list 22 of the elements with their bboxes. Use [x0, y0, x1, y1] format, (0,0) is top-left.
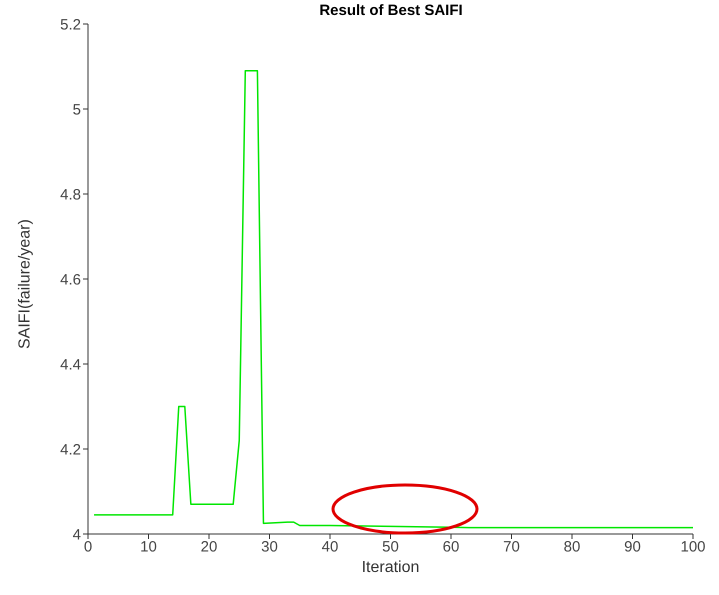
- y-tick-label: 4.2: [60, 441, 81, 458]
- y-tick-label: 4.4: [60, 356, 81, 374]
- chart-title: Result of Best SAIFI: [319, 2, 463, 19]
- x-tick-label: 40: [322, 538, 338, 556]
- y-tick-label: 4.8: [60, 186, 81, 204]
- x-tick-label: 50: [382, 538, 399, 556]
- x-tick-label: 10: [140, 538, 157, 556]
- y-axis-title: SAIFI(failure/year): [16, 219, 34, 349]
- x-tick-label: 60: [442, 538, 460, 556]
- x-tick-label: 30: [261, 538, 278, 556]
- y-tick-label: 4: [72, 526, 81, 544]
- y-tick-label: 4.6: [60, 271, 81, 288]
- x-tick-label: 20: [200, 538, 218, 556]
- x-tick-label: 0: [84, 538, 92, 556]
- x-tick-label: 90: [624, 538, 641, 556]
- x-tick-label: 80: [564, 538, 580, 556]
- line-series: [93, 70, 693, 528]
- x-tick-label: 70: [503, 538, 520, 556]
- x-tick-label: 100: [680, 538, 706, 556]
- y-tick-label: 5: [72, 101, 81, 118]
- y-tick-label: 5.2: [60, 16, 81, 34]
- x-axis-title: Iteration: [362, 559, 420, 576]
